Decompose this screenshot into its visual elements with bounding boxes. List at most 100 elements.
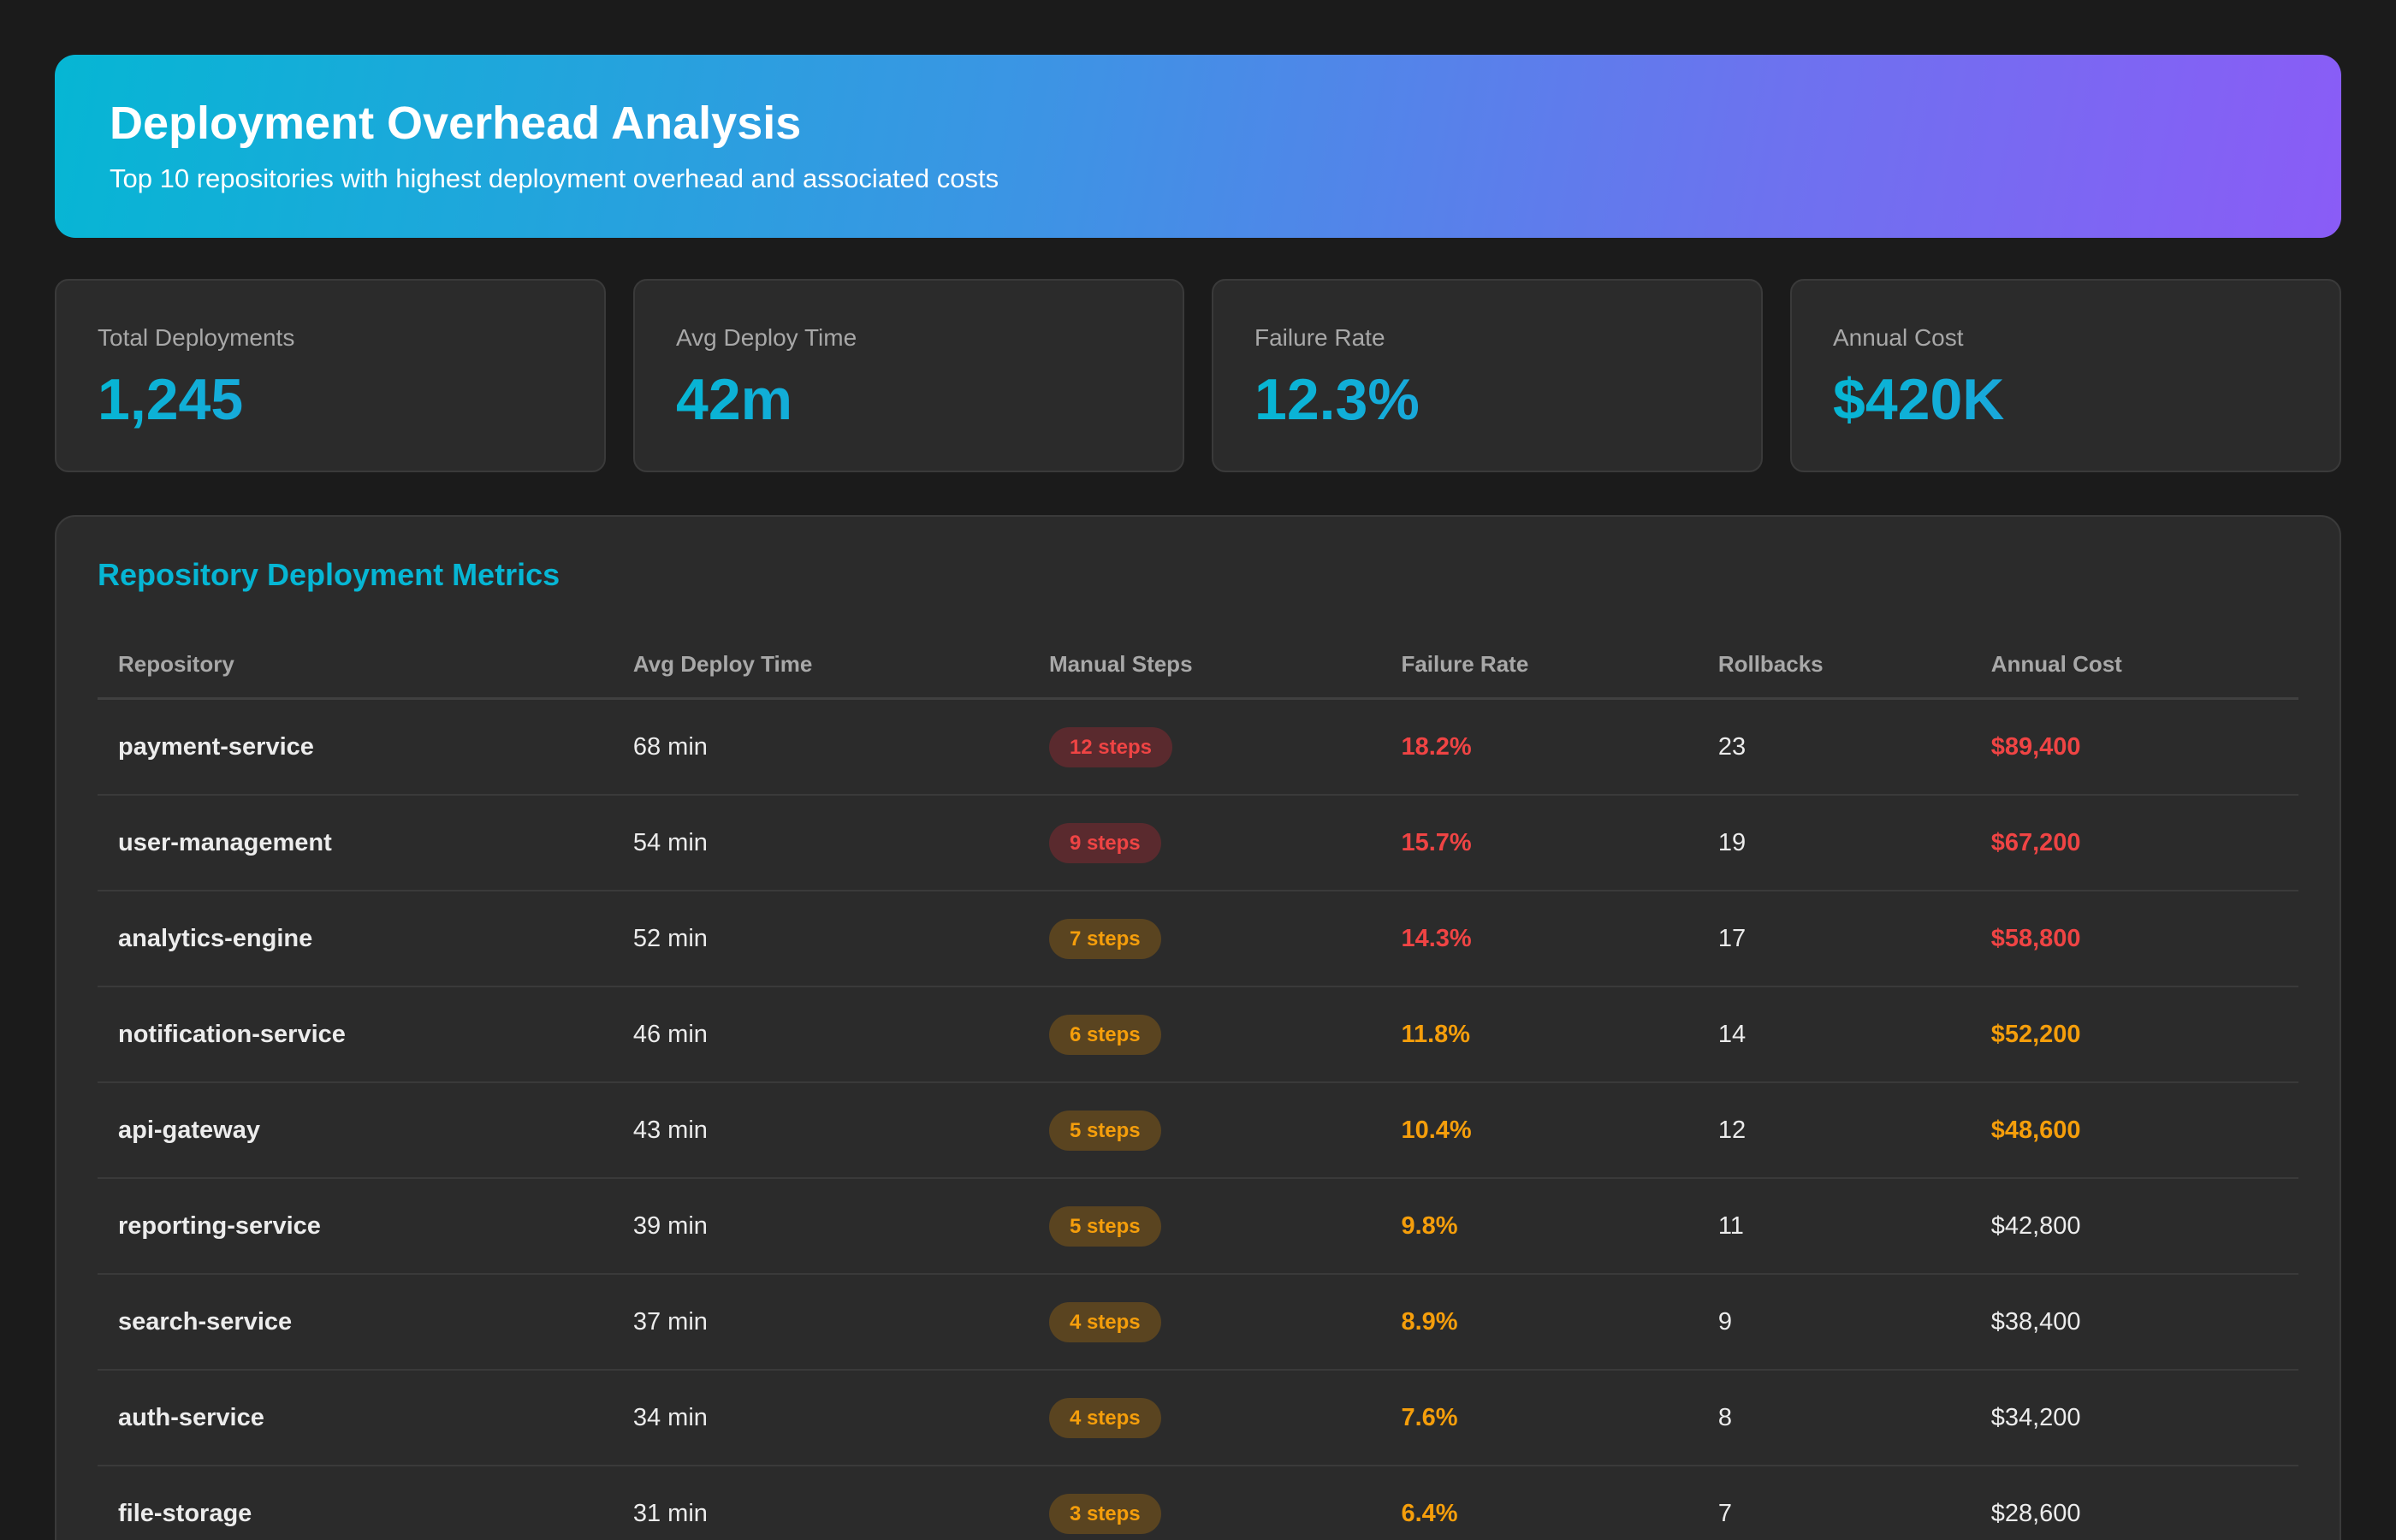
failure-rate: 14.3% bbox=[1380, 891, 1698, 988]
panel-title: Repository Deployment Metrics bbox=[98, 557, 560, 592]
manual-steps-badge: 4 steps bbox=[1048, 1301, 1161, 1342]
stat-card-avg-deploy-time: Avg Deploy Time 42m bbox=[633, 279, 1184, 472]
table-row[interactable]: search-service 37 min 4 steps 8.9% 9 $38,400 bbox=[98, 1274, 2298, 1371]
avg-deploy-time: 37 min bbox=[612, 1274, 1029, 1371]
table-body: payment-service 68 min 12 steps 18.2% 23 $89,… bbox=[98, 698, 2298, 1540]
stat-card-annual-cost: Annual Cost $420K bbox=[1790, 279, 2341, 472]
failure-rate: 11.8% bbox=[1380, 986, 1698, 1084]
avg-deploy-time: 39 min bbox=[612, 1178, 1029, 1276]
manual-steps-badge: 3 steps bbox=[1048, 1493, 1161, 1534]
annual-cost: $67,200 bbox=[1970, 795, 2298, 892]
stat-label: Annual Cost bbox=[1833, 324, 1964, 351]
stat-value: $420K bbox=[1833, 367, 2298, 432]
stat-value: 1,245 bbox=[98, 367, 563, 432]
repository-name: api-gateway bbox=[98, 1082, 613, 1180]
avg-deploy-time: 34 min bbox=[612, 1370, 1029, 1467]
annual-cost: $38,400 bbox=[1970, 1274, 2298, 1371]
stat-label: Avg Deploy Time bbox=[676, 324, 857, 351]
rollbacks: 19 bbox=[1697, 795, 1971, 892]
table-row[interactable]: payment-service 68 min 12 steps 18.2% 23 $89,… bbox=[98, 698, 2298, 797]
annual-cost: $34,200 bbox=[1970, 1370, 2298, 1467]
annual-cost: $52,200 bbox=[1970, 986, 2298, 1084]
rollbacks: 23 bbox=[1697, 698, 1971, 797]
table-header-row: Repository Avg Deploy Time Manual Steps … bbox=[98, 631, 2298, 701]
stat-value: 12.3% bbox=[1254, 367, 1720, 432]
manual-steps-cell: 4 steps bbox=[1028, 1274, 1381, 1371]
annual-cost: $58,800 bbox=[1970, 891, 2298, 988]
metrics-panel: Repository Deployment Metrics Repository… bbox=[55, 515, 2341, 1540]
avg-deploy-time: 54 min bbox=[612, 795, 1029, 892]
rollbacks: 17 bbox=[1697, 891, 1971, 988]
failure-rate: 6.4% bbox=[1380, 1466, 1698, 1540]
manual-steps-cell: 6 steps bbox=[1028, 986, 1381, 1084]
repository-name: reporting-service bbox=[98, 1178, 613, 1276]
repository-name: file-storage bbox=[98, 1466, 613, 1540]
repository-name: analytics-engine bbox=[98, 891, 613, 988]
failure-rate: 8.9% bbox=[1380, 1274, 1698, 1371]
repository-name: notification-service bbox=[98, 986, 613, 1084]
rollbacks: 11 bbox=[1697, 1178, 1971, 1276]
repository-name: auth-service bbox=[98, 1370, 613, 1467]
column-header-avg-deploy-time[interactable]: Avg Deploy Time bbox=[612, 631, 1029, 701]
annual-cost: $28,600 bbox=[1970, 1466, 2298, 1540]
manual-steps-cell: 5 steps bbox=[1028, 1178, 1381, 1276]
table-row[interactable]: api-gateway 43 min 5 steps 10.4% 12 $48,600 bbox=[98, 1082, 2298, 1180]
failure-rate: 9.8% bbox=[1380, 1178, 1698, 1276]
header-banner: Deployment Overhead Analysis Top 10 repo… bbox=[55, 55, 2341, 238]
stat-label: Total Deployments bbox=[98, 324, 295, 351]
manual-steps-cell: 12 steps bbox=[1028, 698, 1381, 797]
metrics-table: Repository Avg Deploy Time Manual Steps … bbox=[98, 631, 2298, 1540]
column-header-rollbacks[interactable]: Rollbacks bbox=[1697, 631, 1971, 701]
table-row[interactable]: user-management 54 min 9 steps 15.7% 19 $67,2… bbox=[98, 795, 2298, 892]
avg-deploy-time: 68 min bbox=[612, 698, 1029, 797]
manual-steps-badge: 12 steps bbox=[1048, 726, 1172, 767]
manual-steps-badge: 6 steps bbox=[1048, 1014, 1161, 1055]
stat-card-failure-rate: Failure Rate 12.3% bbox=[1212, 279, 1763, 472]
page-subtitle: Top 10 repositories with highest deploym… bbox=[110, 163, 999, 193]
column-header-manual-steps[interactable]: Manual Steps bbox=[1028, 631, 1381, 701]
column-header-repository[interactable]: Repository bbox=[98, 631, 613, 701]
stats-row: Total Deployments 1,245 Avg Deploy Time … bbox=[55, 279, 2341, 472]
failure-rate: 18.2% bbox=[1380, 698, 1698, 797]
annual-cost: $42,800 bbox=[1970, 1178, 2298, 1276]
manual-steps-cell: 9 steps bbox=[1028, 795, 1381, 892]
rollbacks: 9 bbox=[1697, 1274, 1971, 1371]
table-row[interactable]: file-storage 31 min 3 steps 6.4% 7 $28,600 bbox=[98, 1466, 2298, 1540]
failure-rate: 15.7% bbox=[1380, 795, 1698, 892]
rollbacks: 7 bbox=[1697, 1466, 1971, 1540]
column-header-annual-cost[interactable]: Annual Cost bbox=[1970, 631, 2298, 701]
column-header-failure-rate[interactable]: Failure Rate bbox=[1380, 631, 1698, 701]
table-row[interactable]: reporting-service 39 min 5 steps 9.8% 11 $42,… bbox=[98, 1178, 2298, 1276]
annual-cost: $89,400 bbox=[1970, 698, 2298, 797]
failure-rate: 10.4% bbox=[1380, 1082, 1698, 1180]
manual-steps-cell: 5 steps bbox=[1028, 1082, 1381, 1180]
stat-label: Failure Rate bbox=[1254, 324, 1385, 351]
manual-steps-badge: 5 steps bbox=[1048, 1205, 1161, 1247]
table-row[interactable]: analytics-engine 52 min 7 steps 14.3% 17 $58,… bbox=[98, 891, 2298, 988]
failure-rate: 7.6% bbox=[1380, 1370, 1698, 1467]
manual-steps-badge: 5 steps bbox=[1048, 1110, 1161, 1151]
repository-name: search-service bbox=[98, 1274, 613, 1371]
manual-steps-cell: 7 steps bbox=[1028, 891, 1381, 988]
avg-deploy-time: 52 min bbox=[612, 891, 1029, 988]
avg-deploy-time: 46 min bbox=[612, 986, 1029, 1084]
manual-steps-badge: 7 steps bbox=[1048, 918, 1161, 959]
table-row[interactable]: auth-service 34 min 4 steps 7.6% 8 $34,200 bbox=[98, 1370, 2298, 1467]
avg-deploy-time: 43 min bbox=[612, 1082, 1029, 1180]
stat-value: 42m bbox=[676, 367, 1142, 432]
stat-card-total-deployments: Total Deployments 1,245 bbox=[55, 279, 606, 472]
avg-deploy-time: 31 min bbox=[612, 1466, 1029, 1540]
manual-steps-cell: 4 steps bbox=[1028, 1370, 1381, 1467]
repository-name: payment-service bbox=[98, 698, 613, 797]
repository-name: user-management bbox=[98, 795, 613, 892]
manual-steps-cell: 3 steps bbox=[1028, 1466, 1381, 1540]
page-title: Deployment Overhead Analysis bbox=[110, 98, 802, 149]
manual-steps-badge: 9 steps bbox=[1048, 822, 1161, 863]
rollbacks: 12 bbox=[1697, 1082, 1971, 1180]
rollbacks: 8 bbox=[1697, 1370, 1971, 1467]
rollbacks: 14 bbox=[1697, 986, 1971, 1084]
table-row[interactable]: notification-service 46 min 6 steps 11.8% 14… bbox=[98, 986, 2298, 1084]
annual-cost: $48,600 bbox=[1970, 1082, 2298, 1180]
manual-steps-badge: 4 steps bbox=[1048, 1397, 1161, 1438]
